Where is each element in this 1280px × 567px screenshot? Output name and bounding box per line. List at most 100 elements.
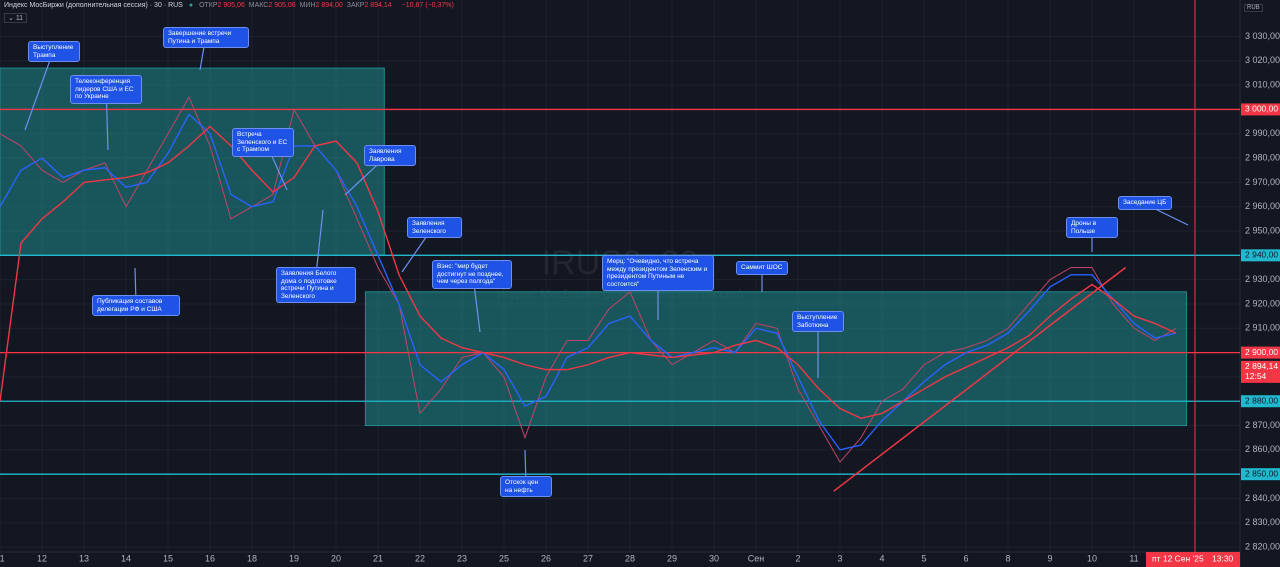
ohlc-label: МИН bbox=[299, 2, 316, 9]
x-tick-label: 13 bbox=[79, 553, 89, 563]
annotation[interactable]: Выступление Заботкина bbox=[792, 311, 844, 332]
x-tick-label: 10 bbox=[1087, 553, 1097, 563]
last-price-label: 2 894,14 bbox=[1245, 361, 1278, 371]
x-tick-label: 3 bbox=[837, 553, 842, 563]
x-tick-label: 11 bbox=[1129, 553, 1138, 563]
x-tick-label: 15 bbox=[163, 553, 173, 563]
ohlc-label: ОТКР bbox=[199, 2, 218, 9]
y-tick-label: 2 870,00 bbox=[1245, 420, 1280, 430]
x-tick-label: 11 bbox=[0, 553, 5, 563]
y-tick-label: 2 920,00 bbox=[1245, 298, 1280, 308]
x-tick-label: Сен bbox=[748, 553, 765, 563]
annotation[interactable]: Отскок цен на нефть bbox=[500, 476, 552, 497]
x-tick-label: 12 bbox=[37, 553, 47, 563]
x-tick-label: 6 bbox=[963, 553, 968, 563]
ohlc-value: 2 894,00 bbox=[315, 2, 343, 9]
ohlc-label: ЗАКР bbox=[346, 2, 365, 9]
level-label: 2 900,00 bbox=[1245, 347, 1278, 357]
x-tick-label: 9 bbox=[1047, 553, 1052, 563]
y-tick-label: 2 830,00 bbox=[1245, 517, 1280, 527]
x-tick-label: 20 bbox=[331, 553, 341, 563]
x-tick-label: 28 bbox=[625, 553, 635, 563]
y-tick-label: 2 820,00 bbox=[1245, 542, 1280, 552]
y-tick-label: 3 030,00 bbox=[1245, 31, 1280, 41]
indicators-toggle[interactable]: ⌄ 11 bbox=[4, 13, 28, 23]
annotation[interactable]: Саммит ШОС bbox=[736, 261, 788, 275]
cursor-date: пт 12 Сен '25 bbox=[1152, 553, 1204, 563]
level-label-box bbox=[1241, 249, 1280, 262]
annotation[interactable]: Дроны в Польше bbox=[1066, 217, 1118, 238]
series-line bbox=[0, 96, 1177, 463]
last-price-box bbox=[1241, 360, 1280, 383]
y-tick-label: 2 950,00 bbox=[1245, 225, 1280, 235]
status-dot: ● bbox=[188, 2, 194, 9]
annotation[interactable]: Мерц: "Очевидно, что встреча между прези… bbox=[602, 255, 714, 291]
x-tick-label: 25 bbox=[499, 553, 509, 563]
annotation[interactable]: Заявления Зеленского bbox=[407, 217, 462, 238]
level-label-box bbox=[1241, 346, 1280, 359]
currency[interactable]: RUB bbox=[1244, 4, 1263, 12]
annotation[interactable]: Заявления Белого дома о подготовке встре… bbox=[276, 267, 356, 303]
y-tick-label: 2 990,00 bbox=[1245, 128, 1280, 138]
x-tick-label: 2 bbox=[795, 553, 800, 563]
cursor-box bbox=[1146, 552, 1240, 567]
x-tick-label: 4 bbox=[879, 553, 884, 563]
y-tick-label: 2 840,00 bbox=[1245, 493, 1280, 503]
x-tick-label: 14 bbox=[121, 553, 131, 563]
x-tick-label: 27 bbox=[583, 553, 593, 563]
y-tick-label: 2 860,00 bbox=[1245, 444, 1280, 454]
trendline bbox=[833, 266, 1127, 492]
zone bbox=[364, 291, 1187, 427]
annotation-pointer bbox=[315, 209, 324, 276]
ohlc-value: 2 905,06 bbox=[268, 2, 296, 9]
x-tick-label: 16 bbox=[205, 553, 215, 563]
y-tick-label: 2 960,00 bbox=[1245, 201, 1280, 211]
x-tick-label: 26 bbox=[541, 553, 551, 563]
header: Индекс МосБиржи (дополнительная сессия) … bbox=[4, 2, 454, 9]
level-label: 2 940,00 bbox=[1245, 250, 1278, 260]
level-label: 2 880,00 bbox=[1245, 395, 1278, 405]
annotation[interactable]: Выступление Трампа bbox=[28, 41, 80, 62]
y-tick-label: 2 970,00 bbox=[1245, 177, 1280, 187]
x-tick-label: 29 bbox=[667, 553, 677, 563]
x-tick-label: 19 bbox=[289, 553, 299, 563]
cursor-time: 13:30 bbox=[1212, 553, 1234, 563]
level-label-box bbox=[1241, 103, 1280, 116]
x-tick-label: 18 bbox=[247, 553, 257, 563]
symbol-title: Индекс МосБиржи (дополнительная сессия) … bbox=[4, 2, 183, 9]
series-line bbox=[0, 125, 1177, 419]
zone bbox=[0, 67, 385, 256]
y-tick-label: 3 020,00 bbox=[1245, 55, 1280, 65]
y-tick-label: 2 930,00 bbox=[1245, 274, 1280, 284]
x-tick-label: 8 bbox=[1005, 553, 1010, 563]
annotation[interactable]: Встреча Зеленского и ЕС с Трампом bbox=[232, 128, 294, 157]
last-price-time: 12:54 bbox=[1245, 371, 1267, 381]
x-tick-label: 30 bbox=[709, 553, 719, 563]
level-label: 2 850,00 bbox=[1245, 468, 1278, 478]
annotation[interactable]: Заседание ЦБ bbox=[1118, 196, 1172, 210]
x-tick-label: 23 bbox=[457, 553, 467, 563]
annotation[interactable]: Вэнс: "мир будет достигнут не позднее, ч… bbox=[432, 260, 512, 289]
level-label-box bbox=[1241, 395, 1280, 408]
annotation-pointer bbox=[24, 48, 55, 131]
annotation[interactable]: Телеконференция лидеров США и ЕС по Укра… bbox=[70, 75, 142, 104]
y-tick-label: 2 980,00 bbox=[1245, 152, 1280, 162]
indicators-count: 11 bbox=[15, 15, 24, 22]
ohlc-value: 2 905,06 bbox=[217, 2, 245, 9]
annotation[interactable]: Заявления Лаврова bbox=[364, 145, 416, 166]
x-tick-label: 5 bbox=[921, 553, 926, 563]
x-tick-label: 21 bbox=[373, 553, 383, 563]
annotation[interactable]: Публикация составов делегации РФ и США bbox=[92, 295, 180, 316]
level-label: 3 000,00 bbox=[1245, 104, 1278, 114]
ohlc-label: МАКС bbox=[248, 2, 269, 9]
y-tick-label: 3 010,00 bbox=[1245, 79, 1280, 89]
level-label-box bbox=[1241, 468, 1280, 481]
x-tick-label: 22 bbox=[415, 553, 425, 563]
ohlc: ОТКР2 905,06 МАКС2 905,06 МИН2 894,00 ЗАКР2… bbox=[199, 2, 396, 9]
series-line bbox=[0, 113, 1177, 451]
y-tick-label: 2 910,00 bbox=[1245, 323, 1280, 333]
annotation[interactable]: Завершение встречи Путина и Трампа bbox=[163, 27, 249, 48]
ohlc-value: 2 894,14 bbox=[364, 2, 392, 9]
change: −10,87 (−0,37%) bbox=[401, 2, 454, 9]
